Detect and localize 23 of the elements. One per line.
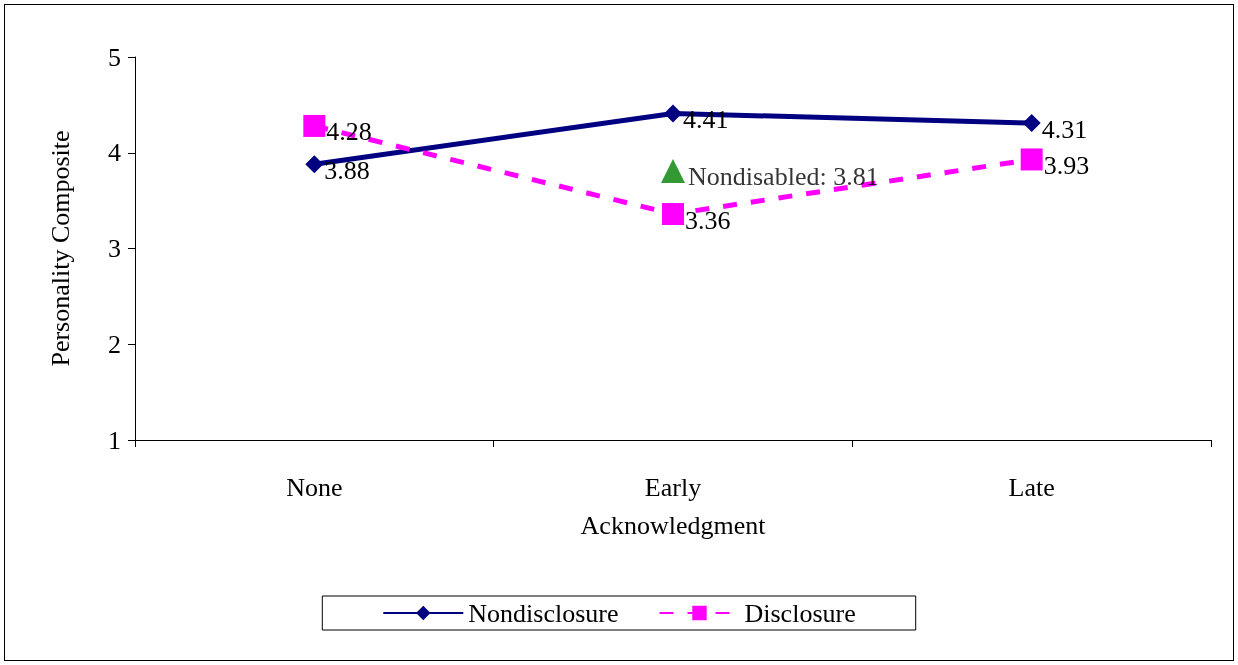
- legend-label: Nondisclosure: [468, 598, 619, 628]
- point: [305, 155, 324, 174]
- x-tick-label: None: [286, 472, 343, 502]
- y-tick-label: 4: [108, 138, 121, 168]
- y-tick-label: 3: [108, 234, 121, 263]
- data-label: 4.31: [1041, 114, 1088, 144]
- point: [1020, 148, 1043, 171]
- y-tick-label: 1: [108, 425, 121, 455]
- y-axis-title: Personality Composite: [45, 130, 75, 367]
- data-label: 3.93: [1043, 150, 1090, 180]
- point: [303, 114, 326, 137]
- y-tick-label: 5: [108, 42, 121, 72]
- x-tick-label: Late: [1008, 472, 1055, 502]
- point: [662, 203, 684, 226]
- data-label: Nondisabled: 3.81: [688, 162, 879, 192]
- point: [1022, 114, 1041, 133]
- x-tick-label: Early: [644, 472, 702, 502]
- data-label: 3.36: [685, 205, 731, 235]
- x-axis-title: Acknowledgment: [580, 510, 767, 540]
- data-label: 3.88: [324, 155, 370, 185]
- legend-label: Disclosure: [744, 598, 856, 628]
- y-tick-label: 2: [108, 329, 121, 359]
- point: [664, 104, 682, 123]
